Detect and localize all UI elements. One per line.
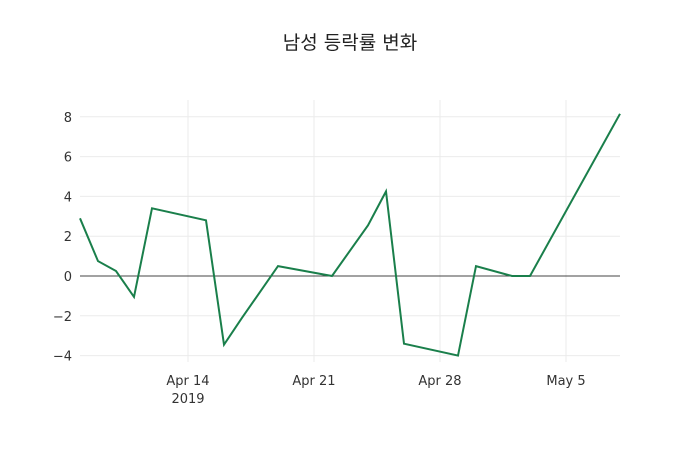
- y-tick-label: 8: [64, 111, 72, 126]
- y-axis-ticks: −4 −2 0 2 4 6 8: [53, 111, 72, 365]
- y-tick-label: −4: [53, 350, 72, 365]
- y-tick-label: 0: [64, 270, 72, 285]
- y-tick-label: 4: [64, 190, 72, 205]
- x-tick-label: Apr 14: [166, 374, 209, 389]
- chart-title: 남성 등락률 변화: [282, 32, 418, 54]
- x-tick-label: Apr 28: [418, 374, 461, 389]
- series-lines: [79, 113, 621, 357]
- grid-lines: [80, 100, 620, 362]
- y-tick-label: −2: [53, 310, 72, 325]
- y-tick-label: 2: [64, 230, 72, 245]
- x-tick-year-label: 2019: [171, 392, 204, 407]
- x-tick-label: May 5: [546, 374, 585, 389]
- x-tick-label: Apr 21: [292, 374, 335, 389]
- series-line: [79, 113, 621, 357]
- y-tick-label: 6: [64, 151, 72, 166]
- x-axis-ticks: Apr 14 2019 Apr 21 Apr 28 May 5: [166, 374, 585, 407]
